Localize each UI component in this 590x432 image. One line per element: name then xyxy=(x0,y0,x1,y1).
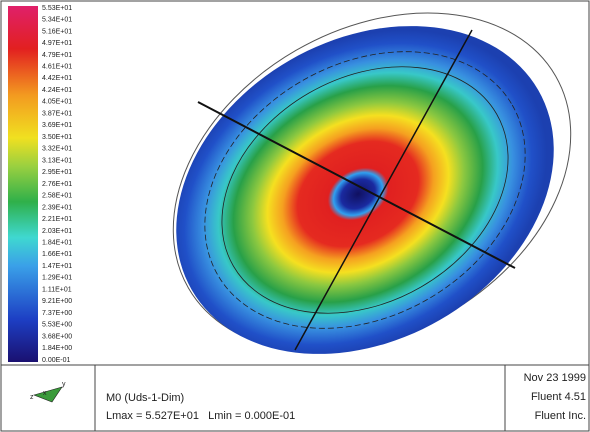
colorbar xyxy=(8,6,38,362)
colorbar-label: 2.76E+01 xyxy=(42,181,72,188)
model xyxy=(172,12,572,354)
colorbar-label: 2.21E+01 xyxy=(42,216,72,223)
colorbar-label: 5.34E+01 xyxy=(42,17,72,24)
colorbar-label: 1.84E+01 xyxy=(42,240,72,247)
colorbar-label: 3.68E+00 xyxy=(42,333,72,340)
colorbar-label: 5.16E+01 xyxy=(42,28,72,35)
version: Fluent 4.51 xyxy=(531,391,586,403)
date: Nov 23 1999 xyxy=(524,372,586,384)
colorbar-label: 5.53E+00 xyxy=(42,322,72,329)
colorbar-label: 4.79E+01 xyxy=(42,52,72,59)
colorbar-label: 3.13E+01 xyxy=(42,157,72,164)
company: Fluent Inc. xyxy=(535,410,586,422)
colorbar-label: 2.58E+01 xyxy=(42,193,72,200)
colorbar-label: 0.00E-01 xyxy=(42,357,71,364)
colorbar-label: 1.11E+01 xyxy=(42,286,72,293)
colorbar-label: 2.39E+01 xyxy=(42,204,72,211)
colorbar-label: 7.37E+00 xyxy=(42,310,72,317)
colorbar-label: 4.42E+01 xyxy=(42,75,72,82)
colorbar-label: 2.03E+01 xyxy=(42,228,72,235)
colorbar-label: 1.84E+00 xyxy=(42,345,72,352)
colorbar-label: 3.87E+01 xyxy=(42,110,72,117)
colorbar-label: 5.53E+01 xyxy=(42,5,72,12)
plot-title: M0 (Uds-1-Dim) xyxy=(106,392,184,404)
colorbar-label: 4.61E+01 xyxy=(42,64,72,71)
range: Lmax = 5.527E+01 Lmin = 0.000E-01 xyxy=(106,410,295,422)
colorbar-label: 1.47E+01 xyxy=(42,263,72,270)
colorbar-label: 1.29E+01 xyxy=(42,275,72,282)
colorbar-label: 4.97E+01 xyxy=(42,40,72,47)
colorbar-label: 4.24E+01 xyxy=(42,87,72,94)
colorbar-label: 1.66E+01 xyxy=(42,251,72,258)
colorbar-label: 3.32E+01 xyxy=(42,146,72,153)
colorbar-label: 3.69E+01 xyxy=(42,122,72,129)
colorbar-label: 3.50E+01 xyxy=(42,134,72,141)
axis-icon xyxy=(33,386,63,403)
colorbar-label: 4.05E+01 xyxy=(42,99,72,106)
colorbar-label: 2.95E+01 xyxy=(42,169,72,176)
colorbar-label: 9.21E+00 xyxy=(42,298,72,305)
axis-label: x xyxy=(43,390,47,397)
axis-label: z xyxy=(30,394,34,401)
axis-label: y xyxy=(62,381,66,388)
